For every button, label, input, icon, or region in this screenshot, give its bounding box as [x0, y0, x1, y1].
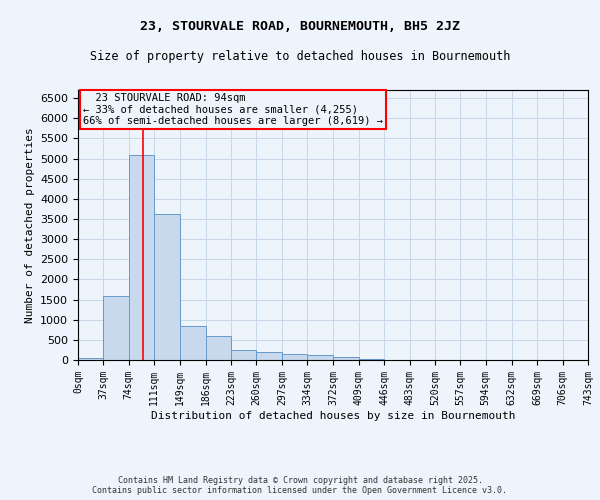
Bar [78, 358, 103, 360]
Bar [103, 296, 129, 360]
Text: Contains HM Land Registry data © Crown copyright and database right 2025.
Contai: Contains HM Land Registry data © Crown c… [92, 476, 508, 495]
Bar [129, 156, 154, 360]
Bar [154, 214, 180, 360]
Bar [231, 350, 256, 360]
Bar [206, 336, 231, 360]
X-axis label: Distribution of detached houses by size in Bournemouth: Distribution of detached houses by size … [151, 410, 515, 420]
Bar [256, 352, 282, 360]
Text: Size of property relative to detached houses in Bournemouth: Size of property relative to detached ho… [90, 50, 510, 63]
Text: 23, STOURVALE ROAD, BOURNEMOUTH, BH5 2JZ: 23, STOURVALE ROAD, BOURNEMOUTH, BH5 2JZ [140, 20, 460, 33]
Bar [180, 326, 206, 360]
Text: 23 STOURVALE ROAD: 94sqm  
← 33% of detached houses are smaller (4,255)
66% of s: 23 STOURVALE ROAD: 94sqm ← 33% of detach… [83, 92, 383, 126]
Bar [307, 355, 334, 360]
Bar [334, 357, 359, 360]
Y-axis label: Number of detached properties: Number of detached properties [25, 127, 35, 323]
Bar [282, 354, 307, 360]
